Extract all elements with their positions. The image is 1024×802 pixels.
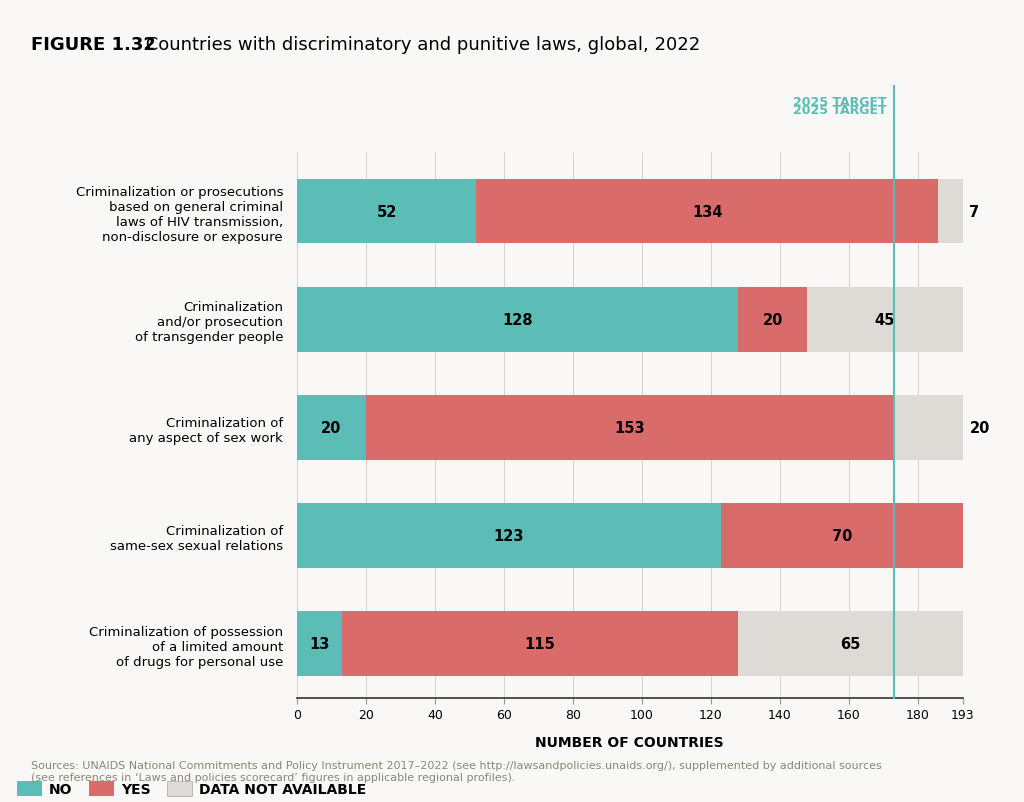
- Bar: [721, 504, 963, 568]
- Bar: [807, 287, 963, 352]
- Text: 134: 134: [692, 205, 723, 219]
- Text: 13: 13: [309, 636, 330, 651]
- Text: 123: 123: [494, 529, 524, 543]
- Text: 20: 20: [322, 420, 342, 435]
- Bar: [297, 287, 738, 352]
- Text: 115: 115: [524, 636, 555, 651]
- Bar: [738, 287, 807, 352]
- Bar: [342, 611, 738, 676]
- Bar: [297, 504, 721, 568]
- Text: 45: 45: [874, 312, 895, 327]
- Bar: [297, 611, 342, 676]
- Bar: [297, 395, 366, 460]
- Text: 128: 128: [503, 312, 532, 327]
- Text: 20: 20: [763, 312, 783, 327]
- Bar: [297, 180, 476, 244]
- Text: Countries with discriminatory and punitive laws, global, 2022: Countries with discriminatory and puniti…: [140, 36, 700, 54]
- Bar: [738, 611, 963, 676]
- Text: 20: 20: [970, 420, 990, 435]
- Text: Sources: UNAIDS National Commitments and Policy Instrument 2017–2022 (see http:/: Sources: UNAIDS National Commitments and…: [31, 760, 882, 782]
- Text: 52: 52: [377, 205, 397, 219]
- Bar: [938, 180, 963, 244]
- Text: 7: 7: [970, 205, 980, 219]
- Text: 65: 65: [841, 636, 860, 651]
- Bar: [894, 395, 963, 460]
- Text: 2025 TARGET: 2025 TARGET: [793, 95, 887, 109]
- X-axis label: NUMBER OF COUNTRIES: NUMBER OF COUNTRIES: [536, 735, 724, 749]
- Text: 2025 TARGET: 2025 TARGET: [794, 104, 887, 117]
- Text: 153: 153: [614, 420, 645, 435]
- Legend: NO, YES, DATA NOT AVAILABLE: NO, YES, DATA NOT AVAILABLE: [11, 776, 372, 802]
- Text: 70: 70: [831, 529, 852, 543]
- Bar: [366, 395, 894, 460]
- Text: FIGURE 1.32: FIGURE 1.32: [31, 36, 156, 54]
- Bar: [476, 180, 938, 244]
